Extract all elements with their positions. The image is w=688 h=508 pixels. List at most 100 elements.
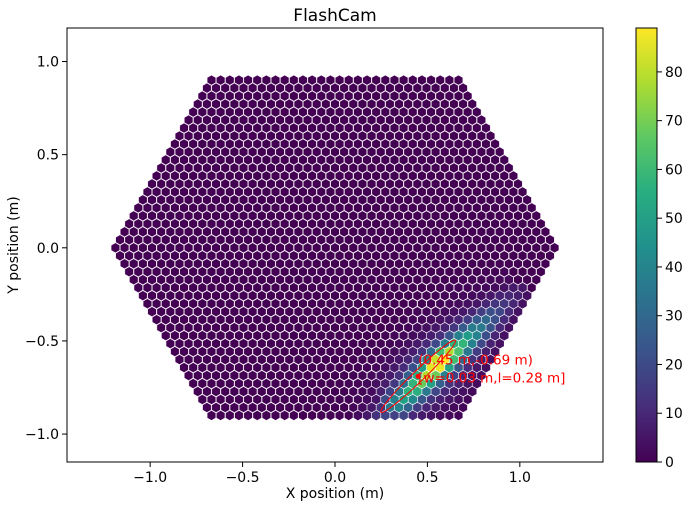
camera-pixel (316, 170, 326, 182)
camera-pixel (307, 202, 317, 213)
camera-pixel (417, 330, 427, 341)
camera-pixel (476, 210, 486, 221)
camera-pixel (362, 202, 372, 213)
camera-pixel (481, 314, 491, 325)
camera-pixel (344, 106, 354, 118)
camera-pixel (216, 330, 226, 341)
camera-pixel (344, 410, 354, 421)
camera-pixel (380, 330, 390, 341)
camera-pixel (467, 178, 477, 190)
camera-pixel (435, 266, 445, 277)
camera-pixel (422, 178, 431, 190)
camera-pixel (440, 370, 450, 381)
camera-pixel (207, 186, 216, 198)
camera-pixel (335, 346, 345, 357)
camera-pixel (353, 74, 363, 86)
camera-pixel (440, 306, 450, 317)
camera-pixel (229, 98, 239, 110)
camera-pixel (298, 410, 308, 421)
camera-pixel (257, 306, 267, 317)
camera-pixel (367, 274, 377, 285)
camera-pixel (252, 138, 262, 150)
camera-pixel (303, 402, 312, 413)
camera-pixel (252, 266, 262, 277)
camera-pixel (321, 354, 331, 365)
camera-pixel (513, 258, 523, 269)
camera-pixel (307, 186, 317, 198)
camera-pixel (225, 346, 235, 357)
camera-pixel (399, 74, 409, 86)
camera-pixel (362, 314, 372, 325)
camera-pixel (312, 130, 322, 142)
camera-pixel (412, 146, 422, 158)
camera-pixel (376, 130, 386, 142)
camera-pixel (344, 314, 354, 325)
camera-pixel (330, 114, 340, 126)
camera-pixel (165, 162, 175, 174)
camera-pixel (289, 186, 299, 198)
camera-pixel (133, 202, 143, 213)
camera-pixel (284, 338, 294, 349)
camera-pixel (394, 290, 404, 301)
camera-pixel (449, 258, 459, 269)
camera-pixel (325, 266, 335, 277)
x-axis-label: X position (m) (286, 486, 385, 502)
camera-pixel (220, 290, 230, 301)
camera-pixel (202, 194, 212, 206)
camera-pixel (344, 282, 354, 293)
camera-pixel (444, 106, 454, 118)
camera-pixel (298, 170, 308, 182)
camera-pixel (307, 122, 317, 134)
camera-pixel (284, 402, 294, 413)
camera-pixel (239, 306, 248, 317)
camera-pixel (358, 98, 367, 110)
camera-pixel (440, 130, 450, 142)
camera-pixel (467, 114, 477, 126)
camera-pixel (390, 154, 399, 166)
camera-pixel (422, 274, 431, 285)
camera-pixel (417, 218, 427, 229)
camera-pixel (458, 242, 468, 253)
camera-pixel (454, 90, 463, 102)
camera-pixel (261, 106, 271, 118)
camera-pixel (472, 170, 482, 182)
camera-pixel (207, 218, 216, 229)
camera-pixel (481, 330, 491, 341)
camera-pixel (156, 322, 166, 333)
camera-pixel (472, 346, 482, 357)
camera-pixel (243, 90, 253, 102)
camera-pixel (435, 202, 445, 213)
camera-pixel (197, 186, 207, 198)
camera-pixel (275, 114, 285, 126)
hillas-label-size: [w=0.03 m,l=0.28 m] (418, 370, 565, 386)
camera-pixel (193, 322, 203, 333)
camera-pixel (307, 394, 317, 405)
camera-pixel (339, 146, 349, 158)
camera-pixel (234, 298, 244, 309)
camera-pixel (440, 274, 450, 285)
camera-pixel (284, 258, 294, 269)
camera-pixel (440, 338, 450, 349)
camera-pixel (431, 242, 441, 253)
camera-pixel (257, 370, 267, 381)
camera-pixel (303, 82, 312, 94)
camera-pixel (344, 122, 354, 134)
camera-pixel (284, 242, 294, 253)
camera-pixel (138, 194, 148, 206)
camera-pixel (381, 410, 390, 421)
camera-pixel (495, 162, 505, 174)
camera-pixel (248, 194, 258, 206)
camera-pixel (243, 346, 253, 357)
camera-pixel (170, 154, 180, 166)
camera-pixel (413, 338, 422, 349)
camera-pixel (531, 274, 541, 285)
camera-pixel (444, 90, 454, 102)
camera-pixel (458, 130, 468, 142)
camera-pixel (252, 298, 262, 309)
camera-pixel (472, 362, 482, 373)
camera-pixel (289, 138, 299, 150)
camera-pixel (165, 338, 175, 349)
camera-pixel (454, 250, 463, 261)
colorbar-tick-label: 20 (665, 357, 683, 373)
camera-pixel (339, 402, 349, 413)
